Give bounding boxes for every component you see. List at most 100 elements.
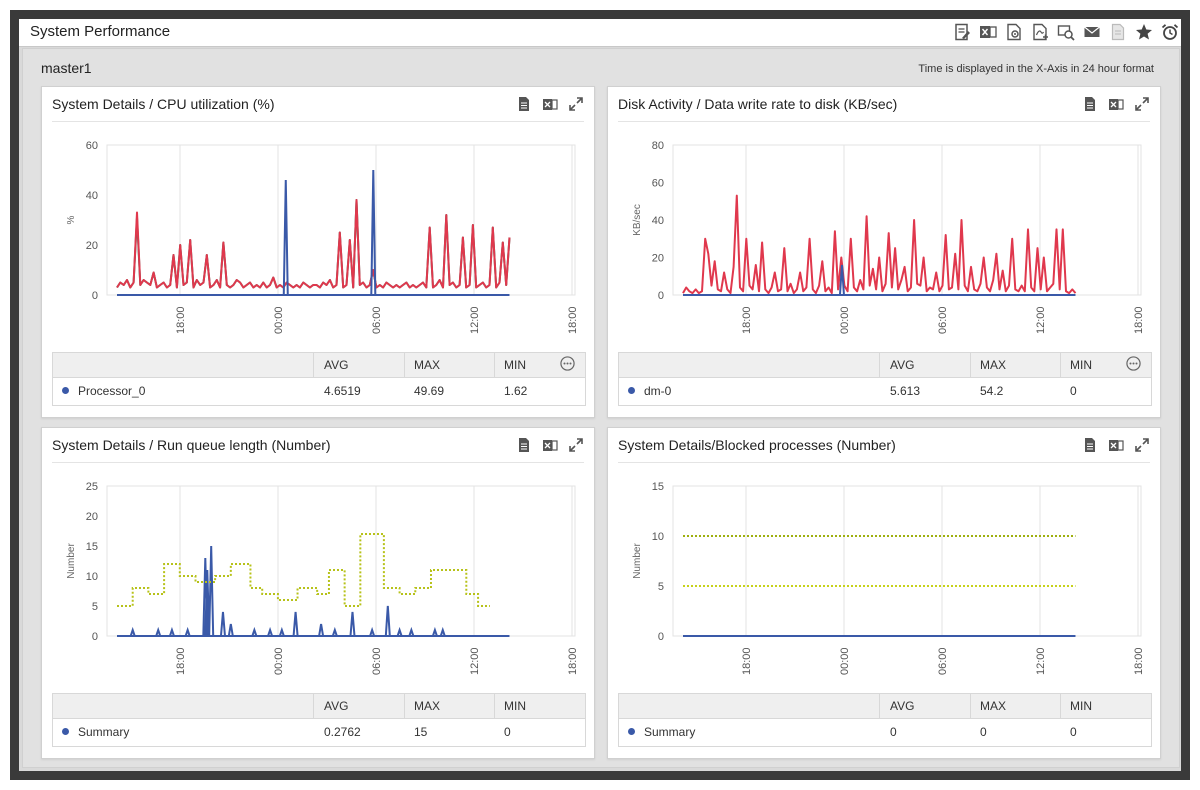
stats-header-row: AVG MAX MIN xyxy=(53,694,585,719)
chart: 0 20 40 60 18:00 00:00 06:00 12:00 18:00% xyxy=(66,140,579,334)
x-tick-label: 18:00 xyxy=(567,647,579,675)
x-tick-label: 12:00 xyxy=(1035,647,1047,675)
stats-row: Summary 0 0 0 xyxy=(619,719,1151,745)
plot-area xyxy=(672,144,1142,296)
excel-icon[interactable] xyxy=(541,95,558,112)
pdf-export-icon[interactable] xyxy=(1030,22,1049,42)
plot-area xyxy=(672,485,1142,637)
y-tick-label: 5 xyxy=(92,601,98,613)
panel-divider xyxy=(52,462,584,463)
y-tick-label: 0 xyxy=(658,290,664,302)
legend-dot xyxy=(62,387,69,394)
max-value: 15 xyxy=(414,725,428,739)
expand-icon[interactable] xyxy=(1133,95,1150,112)
report-icon[interactable] xyxy=(952,22,971,42)
x-tick-label: 18:00 xyxy=(741,306,753,334)
series-label: Processor_0 xyxy=(78,384,146,398)
chart-series-series-blue xyxy=(683,264,1076,296)
panel-actions xyxy=(515,436,584,453)
excel-icon[interactable] xyxy=(1107,95,1124,112)
more-options-icon[interactable] xyxy=(1126,356,1141,371)
dashboard-area: master1 Time is displayed in the X-Axis … xyxy=(22,48,1180,768)
y-tick-label: 60 xyxy=(86,140,98,152)
column-divider xyxy=(1060,694,1061,718)
report-icon[interactable] xyxy=(1081,95,1098,112)
more-options-icon[interactable] xyxy=(560,356,575,371)
x-tick-label: 12:00 xyxy=(469,647,481,675)
chart: 0 5 10 15 20 25 18:00 00:00 06:00 12:00 18:00 Numbe… xyxy=(66,481,579,675)
stats-row: dm-0 5.613 54.2 0 xyxy=(619,378,1151,404)
stats-header-row: AVG MAX MIN xyxy=(53,353,585,378)
excel-icon[interactable] xyxy=(1107,436,1124,453)
y-tick-label: 20 xyxy=(652,253,664,265)
max-value: 49.69 xyxy=(414,384,445,398)
y-tick-label: 10 xyxy=(86,571,98,583)
y-tick-label: 20 xyxy=(86,511,98,523)
x-tick-label: 06:00 xyxy=(371,306,383,334)
x-tick-label: 18:00 xyxy=(567,306,579,334)
min-value: 0 xyxy=(1070,384,1077,398)
report-icon[interactable] xyxy=(515,436,532,453)
y-tick-label: 20 xyxy=(86,240,98,252)
y-tick-label: 0 xyxy=(92,290,98,302)
avg-value: 5.613 xyxy=(890,384,921,398)
column-divider xyxy=(494,353,495,377)
x-tick-label: 00:00 xyxy=(839,647,851,675)
column-divider xyxy=(404,353,405,377)
legend-dot xyxy=(628,728,635,735)
expand-icon[interactable] xyxy=(1133,436,1150,453)
stats-table: AVG MAX MIN Processor_0 4.6519 49.69 1.62 xyxy=(52,352,586,406)
report-icon[interactable] xyxy=(1081,436,1098,453)
min-header: MIN xyxy=(1070,358,1092,372)
report-icon[interactable] xyxy=(515,95,532,112)
chart: 0 5 10 15 18:00 00:00 06:00 12:00 18:00 Number xyxy=(632,481,1145,675)
mail-icon[interactable] xyxy=(1082,22,1101,42)
y-tick-label: 40 xyxy=(652,215,664,227)
chart-series-series-red xyxy=(116,199,511,289)
time-format-note: Time is displayed in the X-Axis in 24 ho… xyxy=(918,63,1154,75)
series-label: Summary xyxy=(78,725,130,739)
stats-table: AVG MAX MIN Summary 0.2762 15 0 xyxy=(52,693,586,747)
stats-header-row: AVG MAX MIN xyxy=(619,353,1151,378)
title-bar: System Performance xyxy=(19,19,1181,47)
pdf-gear-icon[interactable] xyxy=(1004,22,1023,42)
y-tick-label: 15 xyxy=(652,481,664,493)
window-title: System Performance xyxy=(30,23,171,40)
series-name: Processor_0 xyxy=(62,384,145,398)
run-queue-panel: System Details / Run queue length (Numbe… xyxy=(41,427,595,759)
excel-icon[interactable] xyxy=(541,436,558,453)
x-tick-label: 06:00 xyxy=(937,647,949,675)
alarm-clock-icon[interactable] xyxy=(1160,22,1179,42)
x-tick-label: 12:00 xyxy=(469,306,481,334)
document-icon[interactable] xyxy=(1108,22,1127,42)
y-tick-label: 40 xyxy=(86,190,98,202)
stats-table: AVG MAX MIN Summary 0 0 0 xyxy=(618,693,1152,747)
x-tick-label: 18:00 xyxy=(1133,306,1145,334)
series-name: Summary xyxy=(62,725,129,739)
avg-header: AVG xyxy=(890,358,915,372)
column-divider xyxy=(970,694,971,718)
search-settings-icon[interactable] xyxy=(1056,22,1075,42)
y-axis-label: Number xyxy=(632,543,643,579)
panel-title: System Details/Blocked processes (Number… xyxy=(618,437,896,453)
column-divider xyxy=(1060,353,1061,377)
expand-icon[interactable] xyxy=(567,436,584,453)
toolbar xyxy=(952,22,1179,44)
panel-actions xyxy=(1081,95,1150,112)
column-divider xyxy=(879,353,880,377)
max-header: MAX xyxy=(414,699,441,713)
avg-header: AVG xyxy=(324,699,349,713)
expand-icon[interactable] xyxy=(567,95,584,112)
avg-value: 0.2762 xyxy=(324,725,361,739)
excel-icon[interactable] xyxy=(978,22,997,42)
star-icon[interactable] xyxy=(1134,22,1153,42)
max-header: MAX xyxy=(980,699,1007,713)
panel-title: System Details / CPU utilization (%) xyxy=(52,96,275,112)
x-tick-label: 00:00 xyxy=(273,306,285,334)
host-name: master1 xyxy=(41,60,92,76)
series-label: dm-0 xyxy=(644,384,672,398)
x-tick-label: 00:00 xyxy=(273,647,285,675)
x-tick-label: 18:00 xyxy=(1133,647,1145,675)
max-header: MAX xyxy=(414,358,441,372)
blocked-processes-panel: System Details/Blocked processes (Number… xyxy=(607,427,1161,759)
